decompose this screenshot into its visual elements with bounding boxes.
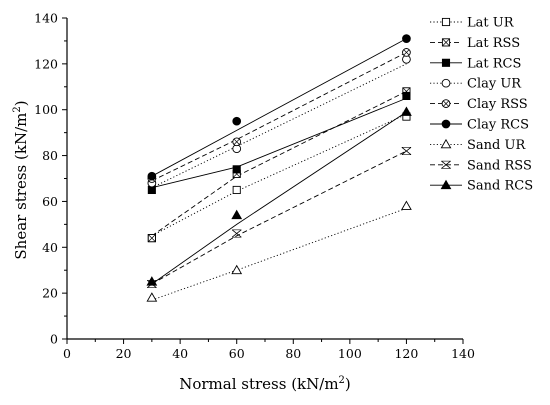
y-tick-label-40: 40 — [42, 240, 58, 255]
point-clay-rcs-120 — [402, 34, 411, 43]
legend-item-sand-rss: Sand RSS — [430, 158, 532, 173]
series-line-sand-ur — [151, 207, 407, 301]
x-tick-label-140: 140 — [451, 346, 475, 361]
legend-item-lat-rcs: Lat RCS — [430, 56, 521, 71]
point-clay-rss-120 — [402, 48, 411, 57]
series-clay-rss — [147, 48, 411, 183]
series-lat-ur — [147, 112, 411, 243]
point-clay-rcs-60 — [232, 116, 242, 126]
series-line-clay-rcs — [151, 38, 407, 177]
legend-item-clay-rcs: Clay RCS — [430, 118, 529, 133]
point-sand-rss-60 — [231, 229, 242, 238]
y-tick-label-80: 80 — [42, 148, 58, 163]
series-line-lat-rss — [151, 90, 407, 237]
y-tick-label-20: 20 — [42, 286, 58, 301]
point-sand-ur-30 — [146, 292, 158, 302]
series-lat-rcs — [147, 91, 411, 195]
legend: Lat UR Lat RSS Lat RCS Clay UR Clay RSS Clay … — [430, 16, 533, 194]
point-lat-rcs-60 — [232, 165, 241, 174]
legend-item-clay-rss: Clay RSS — [430, 97, 528, 112]
x-tick-label-0: 0 — [63, 346, 71, 361]
x-tick-label-40: 40 — [172, 346, 188, 361]
legend-label-clay-ur: Clay UR — [467, 77, 522, 92]
point-sand-ur-120 — [401, 200, 412, 210]
y-tick-label-0: 0 — [50, 332, 58, 347]
series-line-sand-rcs — [151, 111, 407, 285]
y-tick-label-120: 120 — [34, 56, 58, 71]
legend-marker-lat-rss — [441, 38, 451, 47]
legend-label-clay-rss: Clay RSS — [467, 97, 528, 112]
point-sand-rcs-30 — [146, 276, 158, 286]
legend-marker-sand-rcs — [440, 179, 452, 190]
legend-marker-clay-ur — [441, 78, 451, 88]
legend-marker-clay-rcs — [441, 119, 451, 129]
series-sand-rss — [147, 146, 412, 288]
legend-label-lat-rss: Lat RSS — [467, 36, 520, 51]
series-line-lat-rcs — [151, 97, 407, 189]
series-clay-ur — [147, 54, 411, 189]
point-sand-rcs-120 — [401, 106, 412, 116]
point-sand-rss-120 — [401, 146, 412, 155]
series-clay-rcs — [147, 34, 411, 181]
series-sand-ur — [146, 200, 412, 302]
x-axis-title: Normal stress (kN/m2) — [179, 375, 351, 393]
series-line-clay-rss — [151, 51, 407, 182]
legend-label-sand-rcs: Sand RCS — [467, 179, 533, 194]
legend-marker-lat-ur — [441, 17, 451, 27]
y-axis-title: Shear stress (kN/m2) — [12, 100, 30, 259]
series-lat-rss — [147, 87, 411, 243]
legend-marker-clay-rss — [441, 99, 451, 108]
point-sand-rcs-60 — [231, 209, 243, 220]
legend-item-lat-ur: Lat UR — [430, 16, 515, 31]
x-tick-label-120: 120 — [394, 346, 418, 361]
series-line-lat-ur — [151, 113, 407, 237]
point-sand-ur-60 — [231, 264, 243, 275]
legend-label-sand-ur: Sand UR — [467, 138, 526, 153]
point-clay-rcs-30 — [147, 171, 157, 181]
legend-label-lat-ur: Lat UR — [467, 16, 515, 31]
legend-label-lat-rcs: Lat RCS — [467, 56, 521, 71]
x-tick-label-100: 100 — [338, 346, 362, 361]
y-tick-label-60: 60 — [42, 194, 58, 209]
legend-label-sand-rss: Sand RSS — [467, 158, 532, 173]
y-tick-label-140: 140 — [34, 11, 58, 26]
series-sand-rcs — [146, 106, 412, 286]
plot-area — [146, 34, 412, 302]
point-lat-rcs-120 — [402, 91, 411, 101]
legend-marker-lat-rcs — [441, 58, 451, 67]
point-lat-rss-30 — [147, 234, 156, 243]
point-clay-rss-60 — [232, 137, 242, 147]
legend-label-clay-rcs: Clay RCS — [467, 118, 529, 133]
x-tick-label-80: 80 — [285, 346, 301, 361]
axes: 0 20 40 60 80 100 120 140 0 20 40 60 80 100 120 140 — [34, 11, 475, 362]
legend-marker-sand-rss — [441, 160, 451, 169]
legend-item-lat-rss: Lat RSS — [430, 36, 520, 51]
legend-item-sand-rcs: Sand RCS — [430, 179, 533, 194]
legend-marker-sand-ur — [440, 138, 452, 149]
legend-item-clay-ur: Clay UR — [430, 77, 522, 92]
point-lat-ur-60 — [232, 185, 241, 195]
legend-item-sand-ur: Sand UR — [430, 138, 526, 153]
series-line-clay-ur — [151, 63, 407, 189]
y-tick-label-100: 100 — [34, 102, 58, 117]
series-line-sand-rss — [151, 150, 407, 285]
x-tick-label-20: 20 — [116, 346, 132, 361]
x-tick-label-60: 60 — [229, 346, 245, 361]
